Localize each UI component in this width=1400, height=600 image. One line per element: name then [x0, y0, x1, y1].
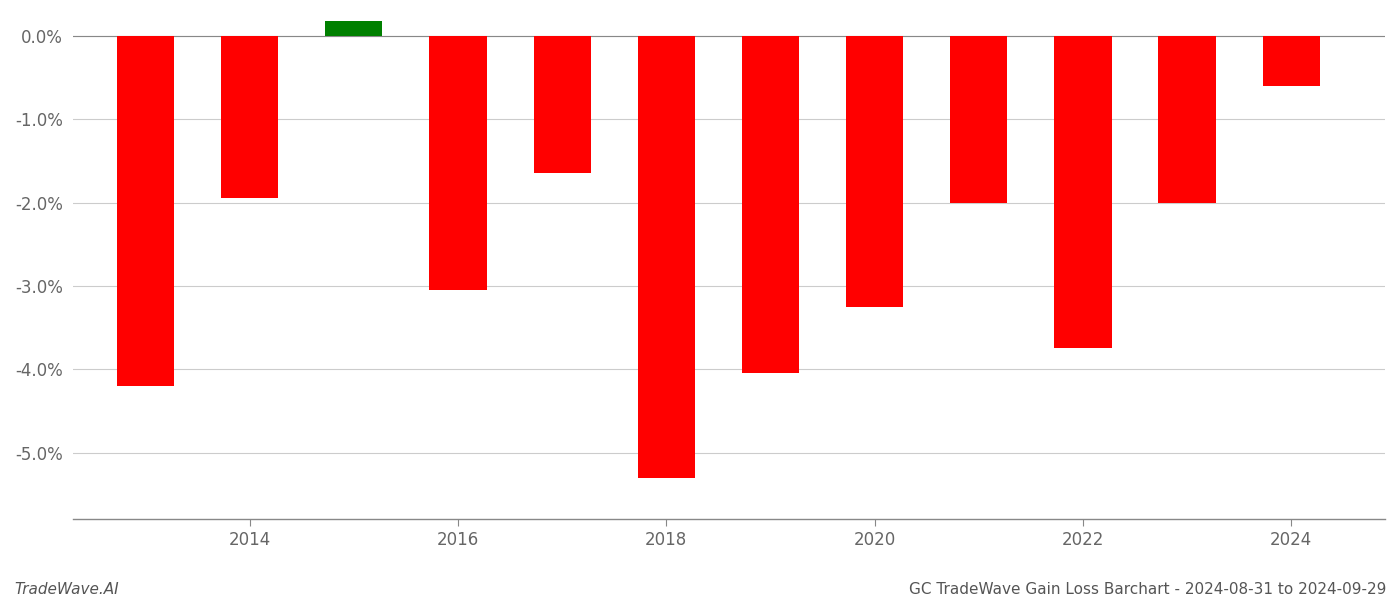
Bar — [1158, 36, 1215, 203]
Text: GC TradeWave Gain Loss Barchart - 2024-08-31 to 2024-09-29: GC TradeWave Gain Loss Barchart - 2024-0… — [909, 582, 1386, 597]
Bar — [637, 36, 694, 478]
Bar — [533, 36, 591, 173]
Bar — [221, 36, 279, 199]
Text: TradeWave.AI: TradeWave.AI — [14, 582, 119, 597]
Bar — [742, 36, 799, 373]
Bar — [325, 11, 382, 36]
Bar — [1054, 36, 1112, 349]
Bar — [846, 36, 903, 307]
Bar — [430, 36, 487, 290]
Bar — [1263, 36, 1320, 86]
Bar — [951, 36, 1008, 203]
Bar — [116, 36, 174, 386]
